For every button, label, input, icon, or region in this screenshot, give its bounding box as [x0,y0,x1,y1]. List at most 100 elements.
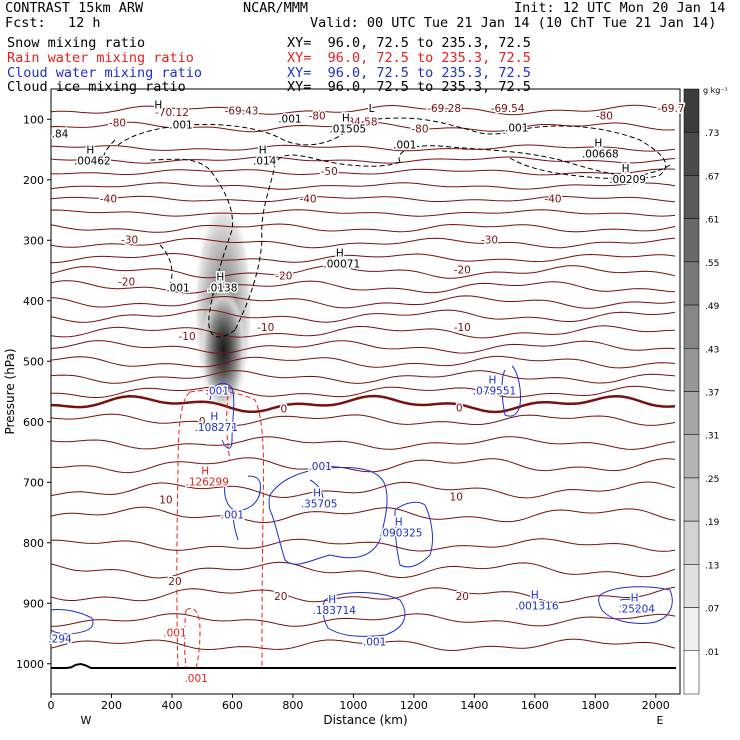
x-tick-label: 0 [48,699,55,712]
temperature-label: -40 [299,194,316,206]
temperature-label: -50 [321,166,338,178]
contour-value-label: .001 [221,510,244,522]
temperature-contour [51,209,676,217]
temperature-label: -70.12 [155,107,189,119]
colorbar-swatch [683,175,700,219]
field-name-cloud-ice: Cloud ice mixing ratio [7,79,186,95]
x-axis-label: Distance (km) [323,713,407,727]
temperature-contour [51,638,676,652]
cloud-water-contour [322,592,406,637]
temperature-label: -69.43 [225,105,259,117]
temperature-contour [51,413,676,427]
extremum-value: .00209 [609,174,646,186]
colorbar-swatch [683,434,700,479]
temperature-contour [51,325,676,339]
cloud-water-contour [232,509,239,541]
extremum-mark: H [313,488,321,500]
cloud-ice-contour [509,157,671,179]
temperature-label: 20 [168,576,181,588]
temperature-contour [51,340,676,354]
y-tick-label: 300 [23,234,44,247]
temperature-contour [51,156,676,164]
y-tick-label: 1000 [16,658,44,671]
forecast-value: 12 h [68,15,101,31]
temperature-label: 0 [456,402,463,414]
temperature-label: -10 [179,331,196,343]
colorbar-level-label: .61 [705,216,719,226]
temperature-label: -69.54 [491,103,525,115]
extremum-mark: H [216,272,224,284]
temperature-label: -80 [411,124,428,136]
rain-water-contour [184,609,187,669]
temperature-contour [51,506,676,523]
extremum-mark: H [631,592,639,604]
contour-value-label: .001 [505,122,528,134]
y-axis-label: Pressure (hPa) [3,348,17,434]
cloud-water-contour [268,467,388,565]
temperature-contour [51,265,676,279]
temperature-label: -40 [544,194,561,206]
temperature-label: -20 [454,265,471,277]
cloud-water-contour [619,598,641,610]
extremum-value: .25204 [618,603,655,615]
extremum-mark: H [489,375,497,387]
init-time: Init: 12 UTC Mon 20 Jan 14 [514,0,726,16]
extremum-mark: H [531,589,539,601]
contour-value-label: .001 [363,637,386,649]
cloud-water-contour [309,479,324,506]
colorbar-swatch [683,348,700,392]
temperature-label: -69.7 [657,103,684,115]
temperature-contour [51,538,676,552]
cloud-ice-contour [149,158,236,338]
temperature-contour [51,586,676,603]
temperature-contour [51,144,676,152]
cloud-water-contour [51,609,94,635]
temperature-label: -10 [257,322,274,334]
temperature-contour [51,370,676,384]
extremum-value: .079551 [473,386,516,398]
y-tick-label: 400 [23,295,44,308]
field-name-snow: Snow mixing ratio [7,35,146,51]
x-tick-label: 1600 [521,699,549,712]
extremum-value: .01505 [329,124,366,136]
x-tick-label: 1800 [581,699,609,712]
temperature-label: -10 [454,322,471,334]
colorbar-swatch [683,391,700,435]
temperature-contour [51,168,676,176]
colorbar-swatch [683,564,700,608]
temperature-contour [51,295,676,309]
temperature-contour [51,561,676,579]
extremum-value: .00462 [74,156,111,168]
colorbar-level-label: .49 [705,302,720,312]
extremum-mark: H [201,465,209,477]
contour-value-label: .294 [48,634,72,646]
extremum-mark: H [336,247,344,259]
y-tick-label: 500 [23,355,44,368]
extremum-value: .001316 [515,600,559,612]
y-tick-label: 700 [23,476,44,489]
temperature-label: -20 [118,277,135,289]
temperature-contour [51,355,676,369]
extremum-value: .108271 [195,422,238,434]
temperature-label: 0 [281,404,288,416]
field-xy-cloud-ice: XY= 96.0, 72.5 to 235.3, 72.5 [287,79,531,95]
colorbar-level-label: .31 [705,432,719,442]
y-tick-label: 200 [23,174,44,187]
x-tick-label: 1000 [339,699,367,712]
temperature-contour [51,457,676,474]
x-tick-label: 200 [101,699,122,712]
rain-water-contour [226,394,231,461]
temperature-contour [51,104,676,116]
cloud-ice-contour [234,154,401,331]
colorbar-swatch [683,520,700,565]
field-name-rain: Rain water mixing ratio [7,50,194,66]
colorbar-level-label: .19 [705,518,720,528]
y-tick-label: 900 [23,597,44,610]
field-xy-cloud-water: XY= 96.0, 72.5 to 235.3, 72.5 [287,65,531,81]
temperature-contour [51,309,676,323]
field-xy-snow: XY= 96.0, 72.5 to 235.3, 72.5 [287,35,531,51]
colorbar-swatch [683,607,700,652]
field-name-cloud-water: Cloud water mixing ratio [7,65,203,81]
x-tick-label: 400 [161,699,182,712]
